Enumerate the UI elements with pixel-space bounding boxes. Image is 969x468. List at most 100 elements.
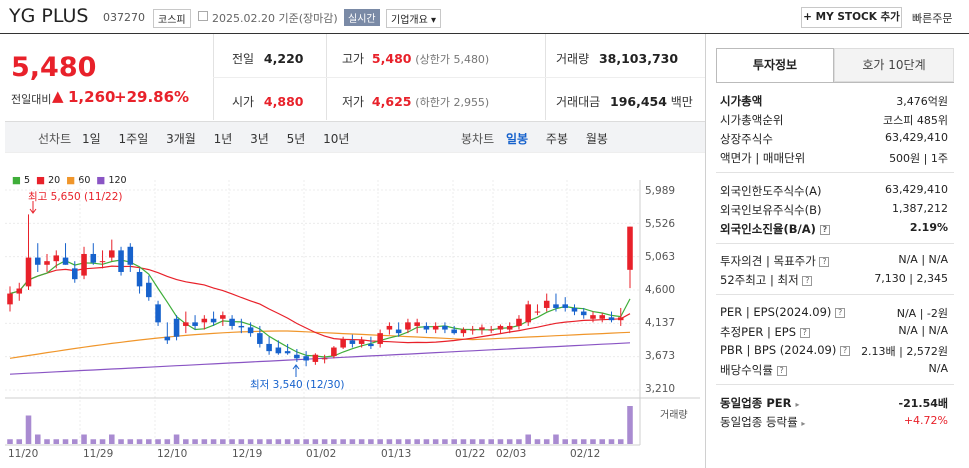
volume-bar [109, 434, 115, 444]
volume-bar [16, 439, 23, 444]
tab-3m[interactable]: 3개월 [166, 132, 196, 146]
y-tick: 5,063 [645, 251, 676, 263]
volume-bar [497, 439, 504, 444]
candle [386, 325, 393, 330]
tab-daily[interactable]: 일봉 [506, 132, 529, 146]
candle [331, 347, 337, 357]
volume-bar [192, 439, 198, 444]
candle [590, 315, 596, 319]
candle [432, 325, 439, 330]
help-icon[interactable]: ? [835, 308, 846, 318]
tab-5y[interactable]: 5년 [286, 132, 306, 146]
line-period-tabs: 1일 1주일 3개월 1년 3년 5년 10년 [82, 130, 349, 147]
info-row: 동일업종 PER ▸ -21.54배 [720, 396, 948, 410]
volume-bar [562, 439, 568, 444]
candle [442, 325, 448, 330]
candle-chart-label: 봉차트 [461, 132, 495, 146]
candle [44, 261, 50, 265]
volume-bar [164, 439, 171, 444]
candle [580, 311, 587, 316]
volume-bar [238, 439, 245, 444]
x-tick: 01/02 [306, 448, 337, 460]
calendar-icon [198, 11, 208, 21]
price-chart[interactable] [0, 0, 705, 468]
candle [534, 311, 541, 313]
volume-bar [201, 439, 208, 444]
min-annotation: 최저 3,540 (12/30) [250, 379, 345, 391]
candle [294, 354, 300, 359]
candle [349, 340, 356, 344]
candle [34, 257, 41, 265]
help-icon[interactable]: ? [776, 366, 787, 376]
candle-period-tabs: 일봉 주봉 월봉 [506, 130, 608, 147]
tab-1d[interactable]: 1일 [82, 132, 101, 146]
info-row: 액면가 | 매매단위 500원 | 1주 [720, 151, 948, 165]
candle [368, 343, 374, 347]
help-icon[interactable]: ? [819, 257, 830, 267]
volume-bar [25, 415, 32, 444]
tab-10y[interactable]: 10년 [323, 132, 350, 146]
volume-bar [183, 439, 189, 444]
volume-bar [99, 439, 106, 444]
candle [238, 325, 245, 328]
realtime-button[interactable]: 실시간 [344, 9, 380, 26]
y-tick: 3,210 [645, 383, 676, 395]
info-row: 배당수익률 ? N/A [720, 362, 948, 377]
help-icon[interactable]: ? [799, 328, 810, 338]
info-row: 외국인보유주식수(B) 1,387,212 [720, 202, 948, 217]
tab-invest-info[interactable]: 투자정보 [716, 48, 834, 82]
legend-ma120: ■ 120 [96, 175, 127, 186]
tab-weekly[interactable]: 주봉 [545, 132, 569, 146]
line-chart-label: 선차트 [38, 132, 72, 146]
candle [183, 322, 189, 326]
date-text: 2025.02.20 기준(장마감) [212, 12, 338, 25]
candle [266, 343, 272, 352]
my-stock-button[interactable]: + MY STOCK 추가 [801, 7, 902, 28]
stat-low: 저가 4,625 (하한가 2,955) [342, 94, 490, 109]
quick-order-button[interactable]: 빠른주문 [912, 12, 953, 25]
stat-volume: 거래량 38,103,730 [556, 51, 679, 66]
volume-bar [127, 439, 134, 444]
volume-bar [368, 439, 374, 444]
help-icon[interactable]: ? [802, 276, 813, 286]
info-row: 동일업종 등락률 ▸ +4.72% [720, 414, 948, 429]
ma60-line [9, 330, 631, 359]
candle [127, 246, 134, 265]
volume-bar [118, 439, 124, 444]
volume-bar [44, 439, 50, 444]
candle [303, 356, 309, 361]
volume-bar [506, 439, 513, 444]
candle [53, 255, 60, 262]
info-row: PER | EPS(2024.09) ? N/A | -2원 [720, 305, 948, 320]
volume-bar [312, 439, 319, 444]
candle [395, 329, 402, 334]
help-icon[interactable]: ? [839, 346, 850, 356]
tab-1w[interactable]: 1주일 [118, 132, 149, 146]
candle [312, 354, 319, 362]
info-row: 외국인소진율(B/A) ? 2.19% [720, 221, 948, 236]
candle [321, 358, 328, 360]
candle [229, 318, 235, 326]
chart-legend: ■ 5 ■ 20 ■ 60 ■ 120 [12, 175, 127, 186]
tab-1y[interactable]: 1년 [213, 132, 233, 146]
candle [543, 300, 550, 308]
info-row: 시가총액 3,476억원 [720, 94, 948, 108]
volume-bar [460, 439, 467, 444]
y-tick: 5,526 [645, 218, 676, 230]
tab-monthly[interactable]: 월봉 [585, 132, 608, 146]
volume-bar [571, 439, 578, 444]
help-icon[interactable]: ? [819, 225, 830, 235]
max-annotation: 최고 5,650 (11/22) [28, 191, 123, 203]
up-arrow-icon: ▲ [52, 87, 64, 105]
volume-bar [414, 439, 420, 444]
tab-quote-10[interactable]: 호가 10단계 [834, 48, 954, 82]
ma120-line [9, 342, 631, 375]
ma20-line [9, 265, 631, 344]
x-tick: 11/29 [83, 448, 114, 460]
change-value: 1,260 [68, 88, 116, 106]
volume-bar [321, 439, 328, 444]
tab-3y[interactable]: 3년 [250, 132, 269, 146]
candle [497, 325, 504, 330]
company-overview-button[interactable]: 기업개요 ▾ [386, 9, 442, 28]
volume-bar [303, 439, 309, 444]
